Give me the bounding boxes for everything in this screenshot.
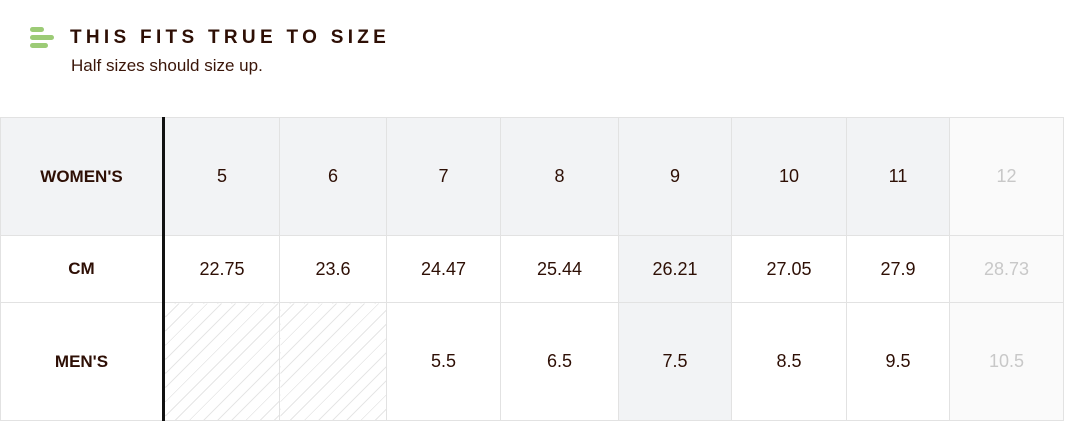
size-cell: 28.73 [949,235,1064,303]
size-row-womens: WOMEN'S 5 6 7 8 9 10 11 12 [0,117,1064,236]
size-cell: 24.47 [386,235,501,303]
size-row-cm: CM 22.75 23.6 24.47 25.44 26.21 27.05 27.9 28.73 [0,235,1064,303]
size-cell: 5 [163,117,280,236]
row-label-womens: WOMEN'S [0,117,165,236]
size-cell: 9 [618,117,732,236]
fit-lines-icon [30,27,55,49]
fit-subtitle: Half sizes should size up. [71,56,263,75]
size-cell: 7 [386,117,501,236]
size-cell-unavailable [279,302,387,421]
size-cell: 6.5 [500,302,619,421]
size-cell: 22.75 [163,235,280,303]
size-cell: 27.9 [846,235,950,303]
size-cell: 25.44 [500,235,619,303]
fit-title: THIS FITS TRUE TO SIZE [70,27,391,48]
row-label-mens: MEN'S [0,302,165,421]
size-row-mens: MEN'S 5.5 6.5 7.5 8.5 9.5 10.5 [0,302,1064,421]
size-cell: 8.5 [731,302,847,421]
size-cell: 27.05 [731,235,847,303]
size-cell: 10 [731,117,847,236]
size-cell: 23.6 [279,235,387,303]
size-cell: 5.5 [386,302,501,421]
size-cell: 6 [279,117,387,236]
size-cell: 26.21 [618,235,732,303]
size-cell: 8 [500,117,619,236]
size-cell: 10.5 [949,302,1064,421]
row-label-cm: CM [0,235,165,303]
size-chart-table: WOMEN'S 5 6 7 8 9 10 11 12 CM 22.75 23.6 24.47 25.44 2… [0,117,1064,421]
size-cell: 12 [949,117,1064,236]
size-cell: 11 [846,117,950,236]
size-cell: 7.5 [618,302,732,421]
size-cell-unavailable [163,302,280,421]
size-cell: 9.5 [846,302,950,421]
